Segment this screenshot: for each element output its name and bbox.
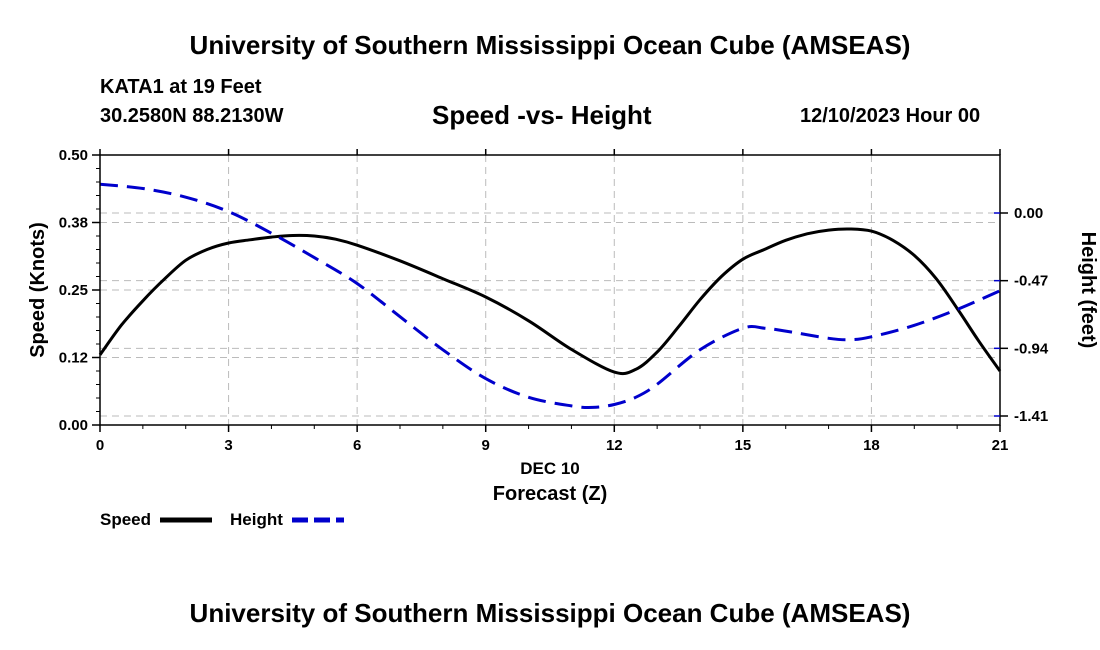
y2-tick-label: 0.00 [1014,205,1043,222]
chart-subtitle: Speed -vs- Height [432,100,652,130]
y-tick-label: 0.25 [59,282,88,299]
y2-tick-label: -1.41 [1014,408,1048,425]
x-axis-date-label: DEC 10 [520,459,580,478]
y-tick-label: 0.50 [59,147,88,164]
y-axis-label: Speed (Knots) [27,222,49,358]
legend: Speed Height [100,510,344,529]
x-axis-label: Forecast (Z) [493,483,607,505]
series-layer [98,182,1002,409]
x-tick-label: 0 [96,437,104,454]
footer-title: University of Southern Mississippi Ocean… [189,598,911,628]
y2-tick-label: -0.94 [1014,340,1049,357]
x-tick-label: 18 [863,437,880,454]
x-tick-label: 21 [992,437,1009,454]
x-tick-label: 12 [606,437,623,454]
legend-height-label: Height [230,510,283,529]
y-tick-label: 0.38 [59,215,88,232]
y2-axis-label: Height (feet) [1077,232,1099,349]
series-line-height [99,182,1001,409]
forecast-datetime: 12/10/2023 Hour 00 [800,105,981,127]
series-line-speed [98,227,1002,376]
legend-speed-label: Speed [100,510,151,529]
x-tick-label: 15 [735,437,752,454]
coordinates-label: 30.2580N 88.2130W [100,105,284,127]
x-tick-label: 6 [353,437,361,454]
y-tick-label: 0.00 [59,417,88,434]
y-tick-label: 0.12 [59,350,88,367]
station-label: KATA1 at 19 Feet [100,76,262,98]
y2-tick-label: -0.47 [1014,273,1048,290]
x-tick-label: 9 [482,437,490,454]
main-title: University of Southern Mississippi Ocean… [189,30,911,60]
grid [100,155,1000,425]
x-tick-label: 3 [224,437,232,454]
axes: 0 3 6 9 12 15 18 21 0.00 0.12 0.25 0.38 0.50 0.00 -0.4… [59,147,1049,454]
